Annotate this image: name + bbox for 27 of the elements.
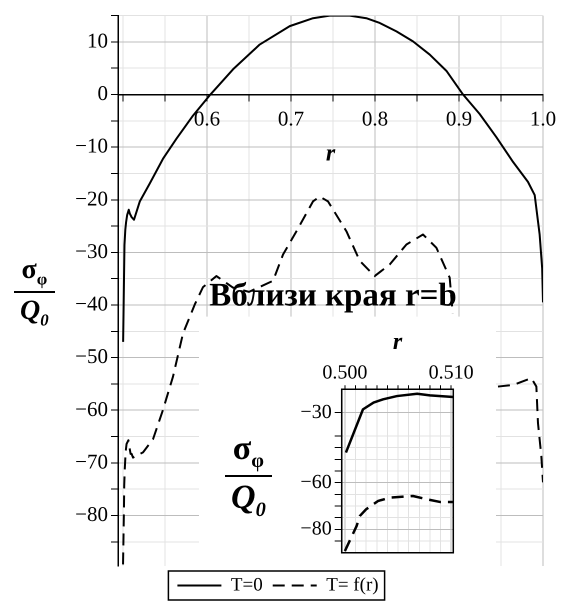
y-tick-label: −50 (75, 344, 108, 368)
y-tick-label: 10 (87, 28, 108, 52)
y-axis-title: σ$_{φ}$ Q$_{0}$ (230, 430, 267, 522)
x-axis-title: r (392, 329, 403, 356)
x-tick-label: 0.9 (446, 106, 472, 131)
x-tick-label: 0.510 (428, 362, 474, 384)
y-tick-label: −30 (300, 400, 332, 423)
x-tick-label: 0.500 (322, 362, 368, 384)
y-axis-title: σ$_{φ}$ Q$_{0}$ (19, 254, 50, 330)
x-axis-title: r (326, 140, 336, 166)
y-tick-label: −40 (75, 292, 108, 316)
x-tick-label: 1.0 (530, 106, 556, 131)
x-tick-label: 0.6 (194, 106, 220, 131)
y-tick-label: −80 (75, 502, 108, 526)
y-tick-label: −20 (75, 186, 108, 210)
y-tick-label: −70 (75, 449, 108, 474)
legend-label: T= f(r) (326, 574, 379, 596)
y-tick-label: −10 (75, 134, 108, 158)
y-tick-label: −60 (75, 396, 108, 421)
chart-title: Вблизи края r=b (209, 278, 457, 314)
y-tick-label: −60 (300, 470, 332, 493)
legend-label: T=0 (230, 574, 263, 596)
x-tick-label: 0.8 (362, 106, 388, 131)
y-tick-label: 0 (98, 81, 108, 106)
x-tick-label: 0.7 (278, 106, 304, 131)
y-tick-label: −30 (75, 238, 108, 263)
y-tick-label: −80 (300, 518, 332, 540)
